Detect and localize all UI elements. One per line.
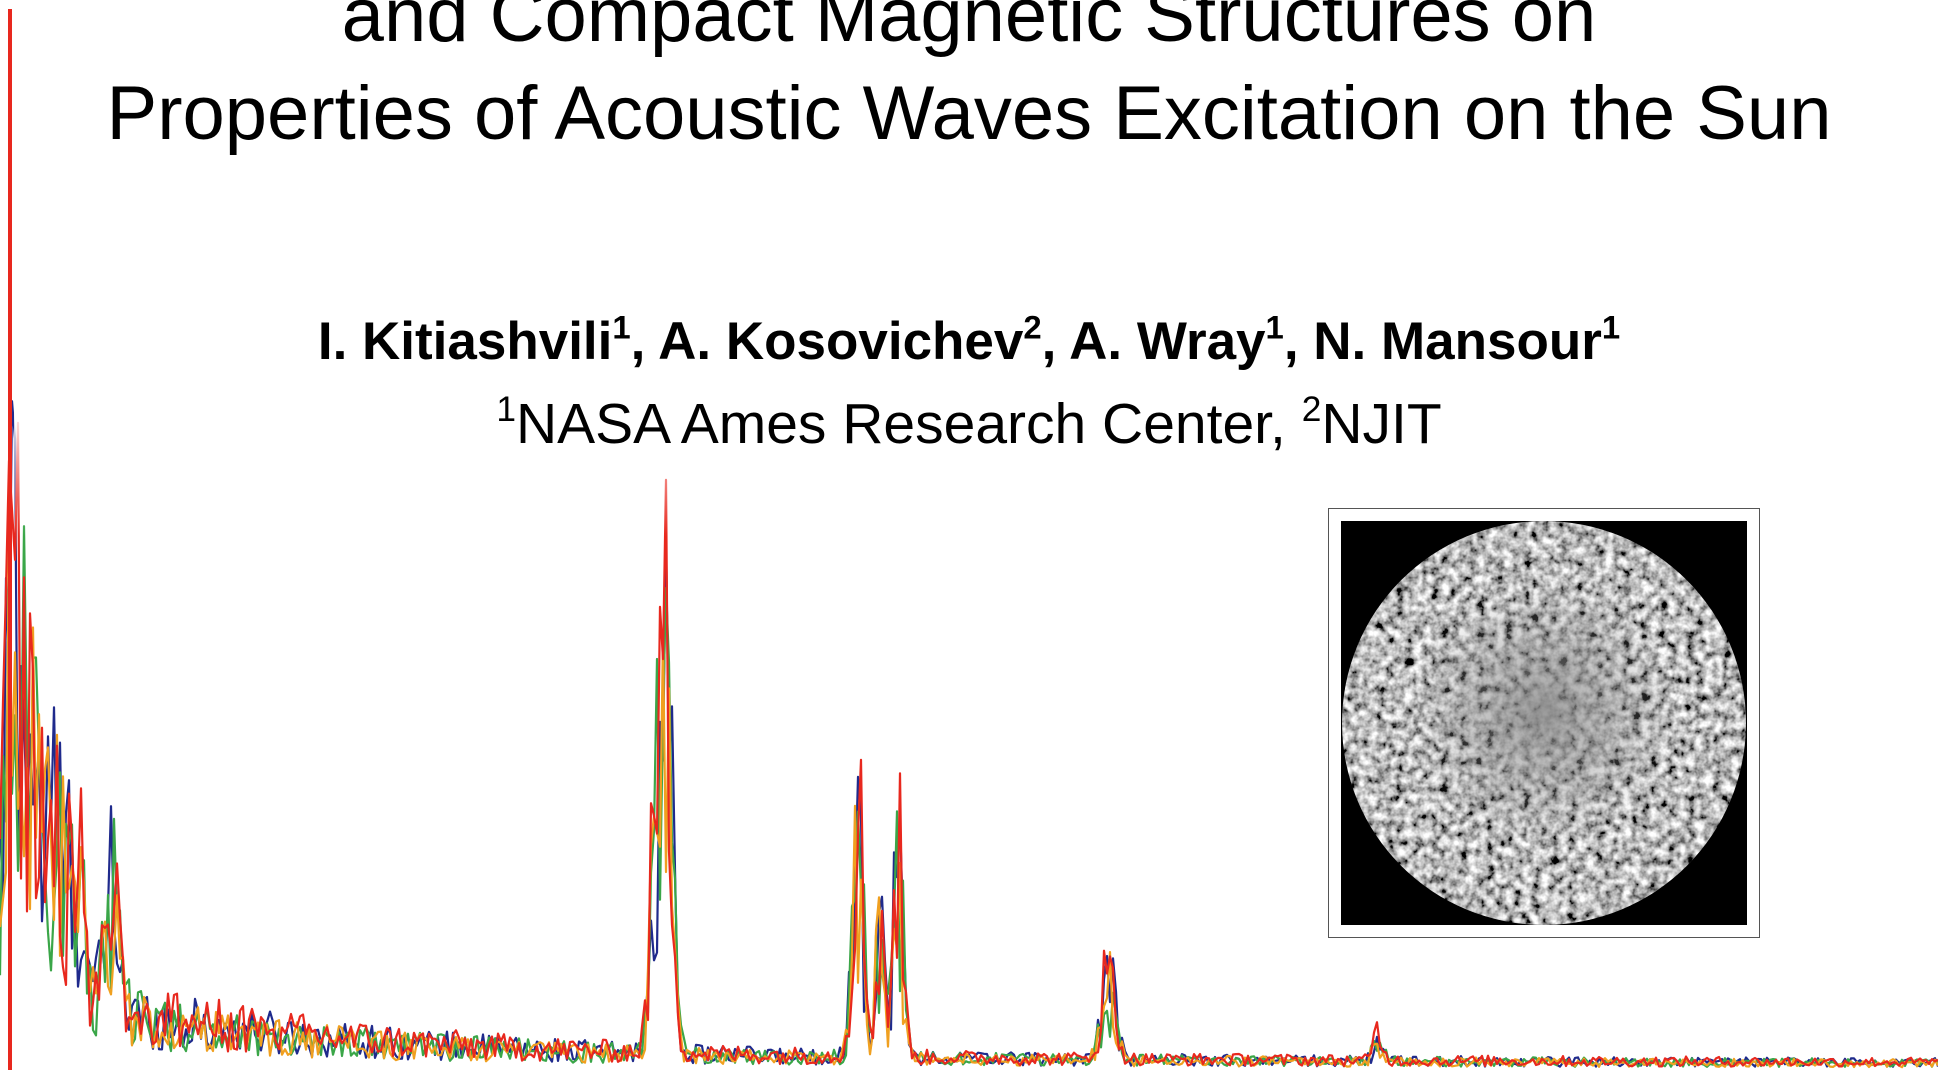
title-line-2: Properties of Acoustic Waves Excitation … — [106, 71, 1832, 156]
solar-image-frame — [1328, 508, 1760, 938]
affiliation-separator: , — [1270, 392, 1302, 456]
affiliation-number: 1 — [496, 390, 516, 430]
solar-image — [1341, 521, 1747, 925]
title-line-1: and Compact Magnetic Structures on — [341, 0, 1597, 58]
affiliation-list: 1NASA Ames Research Center, 2NJIT — [0, 390, 1938, 456]
author-name: A. Wray — [1069, 312, 1266, 371]
affiliation-name: NASA Ames Research Center — [515, 392, 1270, 456]
affiliation-name: NJIT — [1321, 392, 1442, 456]
author-name: A. Kosovichev — [658, 312, 1024, 371]
author-name: I. Kitiashvili — [317, 312, 613, 371]
author-separator: , — [630, 312, 659, 371]
author-separator: , — [1283, 312, 1314, 371]
affiliation-number: 2 — [1301, 390, 1322, 430]
author-affiliation-mark: 1 — [612, 308, 631, 346]
author-name: N. Mansour — [1313, 312, 1602, 371]
solar-disk — [1341, 521, 1747, 925]
author-list: I. Kitiashvili1, A. Kosovichev2, A. Wray… — [0, 311, 1938, 371]
author-affiliation-mark: 1 — [1601, 308, 1621, 346]
author-affiliation-mark: 1 — [1265, 308, 1284, 346]
author-separator: , — [1041, 312, 1070, 371]
spectrum-spike — [8, 9, 12, 1070]
author-affiliation-mark: 2 — [1023, 308, 1042, 346]
